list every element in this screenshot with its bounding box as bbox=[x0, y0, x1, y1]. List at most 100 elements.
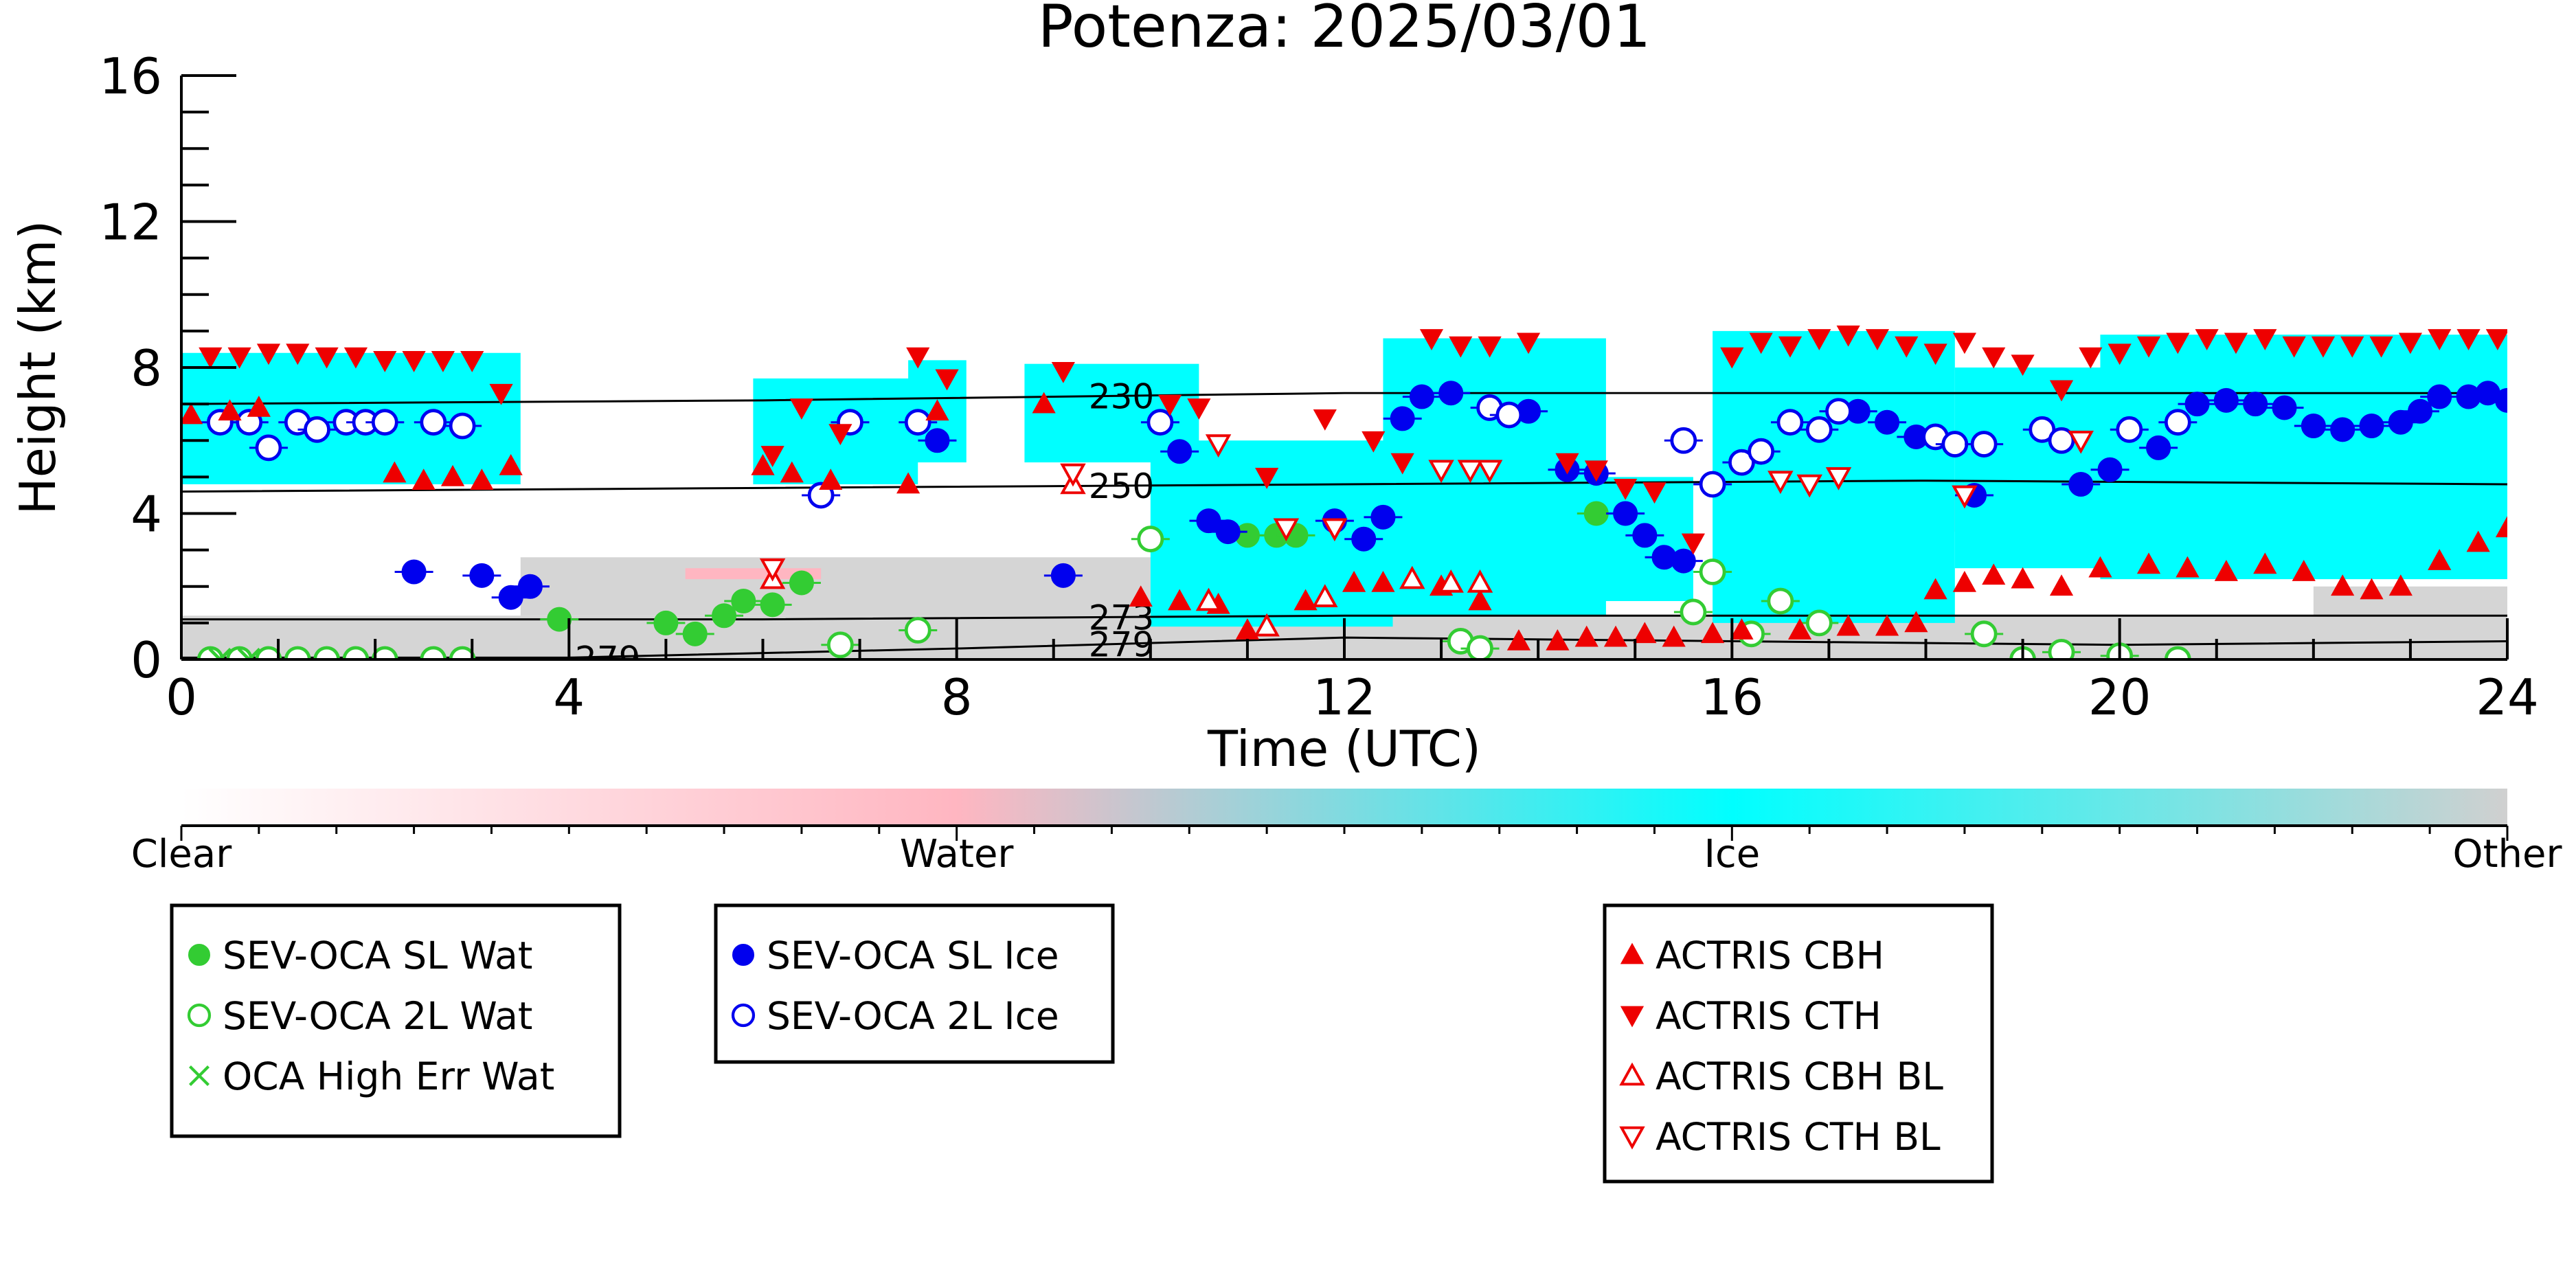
x-tick-label: 4 bbox=[553, 668, 585, 726]
colorbar-label: Water bbox=[900, 832, 1015, 877]
data-point bbox=[2029, 416, 2056, 443]
legend-symbol bbox=[187, 1003, 212, 1028]
data-point bbox=[2184, 392, 2210, 417]
colorbar-label: Clear bbox=[131, 832, 232, 877]
data-point bbox=[2456, 329, 2481, 350]
data-point bbox=[1767, 471, 1794, 495]
data-point bbox=[313, 646, 340, 659]
data-point bbox=[2011, 567, 2035, 589]
data-point bbox=[1699, 471, 1726, 498]
data-point bbox=[2408, 398, 2433, 424]
ice-cloud-region bbox=[2100, 335, 2507, 580]
legend-label: ACTRIS CBH bbox=[1656, 934, 1884, 978]
data-point bbox=[315, 347, 339, 369]
data-point bbox=[1982, 347, 2006, 369]
data-point bbox=[1642, 482, 1667, 504]
data-point bbox=[1825, 467, 1852, 490]
data-point bbox=[2359, 414, 2384, 438]
contour-line-250 bbox=[181, 479, 2507, 493]
data-point bbox=[682, 621, 708, 646]
data-point bbox=[1699, 558, 1726, 585]
data-point bbox=[1146, 409, 1174, 436]
data-point bbox=[489, 383, 513, 405]
y-tick-label: 0 bbox=[131, 631, 162, 689]
data-point bbox=[2388, 574, 2413, 596]
data-point bbox=[2282, 336, 2306, 358]
data-point bbox=[1923, 343, 1947, 365]
data-point bbox=[1438, 569, 1464, 593]
data-point bbox=[1516, 332, 1541, 354]
legend-frame bbox=[1603, 903, 1994, 1184]
water-cloud-region bbox=[685, 568, 822, 580]
data-point bbox=[1495, 401, 1523, 429]
data-point bbox=[2466, 530, 2490, 552]
data-point bbox=[1632, 523, 1658, 548]
legend-label: ACTRIS CTH bbox=[1656, 994, 1882, 1038]
data-point bbox=[1825, 398, 1852, 425]
data-point bbox=[411, 468, 436, 490]
data-point bbox=[2079, 347, 2103, 369]
data-point bbox=[1476, 460, 1503, 484]
data-point bbox=[1468, 589, 1492, 611]
data-point bbox=[499, 453, 523, 475]
legend-box-3: ACTRIS CBH ACTRIS CTH ACTRIS CBH BL ACTRIS … bbox=[1603, 903, 1994, 1184]
data-point bbox=[2048, 427, 2075, 454]
data-point bbox=[2369, 336, 2393, 358]
data-point bbox=[819, 468, 843, 490]
series-actris-cth-bl bbox=[759, 430, 2094, 582]
data-point bbox=[1370, 504, 1396, 530]
data-point bbox=[2195, 329, 2219, 350]
data-point bbox=[1390, 406, 1415, 431]
legend-label: OCA High Err Wat bbox=[223, 1054, 554, 1098]
data-point bbox=[925, 399, 949, 421]
data-point bbox=[373, 351, 397, 372]
data-point bbox=[517, 574, 543, 599]
data-point bbox=[1952, 332, 1977, 354]
data-point bbox=[1836, 614, 1860, 636]
y-tick-label: 16 bbox=[99, 47, 162, 105]
legend-label: SEV-OCA SL Wat bbox=[223, 934, 532, 978]
data-point bbox=[1428, 460, 1454, 484]
data-point bbox=[1952, 570, 1977, 592]
data-point bbox=[256, 343, 281, 365]
data-point bbox=[2108, 343, 2132, 365]
legend-symbol bbox=[188, 944, 210, 966]
data-point bbox=[2049, 574, 2074, 596]
data-point bbox=[2097, 457, 2123, 482]
data-point bbox=[2049, 380, 2074, 402]
data-point bbox=[2213, 387, 2239, 413]
data-point bbox=[759, 558, 786, 582]
data-point bbox=[1680, 598, 1707, 626]
data-point bbox=[1613, 501, 1638, 526]
series-actris-cbh bbox=[181, 392, 2507, 651]
data-point bbox=[1895, 336, 1919, 358]
data-point bbox=[371, 646, 398, 659]
data-point bbox=[2164, 409, 2191, 436]
data-point bbox=[1457, 460, 1484, 484]
legend-symbol bbox=[189, 1065, 210, 1086]
data-point bbox=[1796, 474, 1822, 498]
data-point bbox=[1662, 625, 1686, 647]
y-tick-label: 12 bbox=[99, 194, 162, 251]
data-point bbox=[1805, 609, 1833, 637]
data-point bbox=[828, 424, 852, 446]
data-point bbox=[2330, 417, 2355, 442]
observation-marker-layer bbox=[181, 325, 2507, 659]
data-point bbox=[1187, 398, 1211, 420]
chart-title: Potenza: 2025/03/01 bbox=[1038, 0, 1651, 61]
data-point bbox=[1633, 622, 1657, 644]
data-point bbox=[1449, 336, 1473, 358]
data-point bbox=[2048, 639, 2075, 659]
colorbar-gradient bbox=[181, 789, 2507, 826]
data-point bbox=[925, 428, 950, 453]
data-point bbox=[1671, 548, 1696, 574]
data-point bbox=[1720, 347, 1744, 369]
data-point bbox=[420, 409, 447, 436]
data-point bbox=[906, 347, 930, 369]
data-point bbox=[1584, 460, 1608, 482]
ice-cloud-region bbox=[1567, 477, 1693, 601]
data-point bbox=[1399, 565, 1425, 589]
series-oca-high-err-wat bbox=[208, 648, 261, 659]
series-actris-cth bbox=[199, 325, 2507, 555]
data-point bbox=[1293, 589, 1318, 611]
